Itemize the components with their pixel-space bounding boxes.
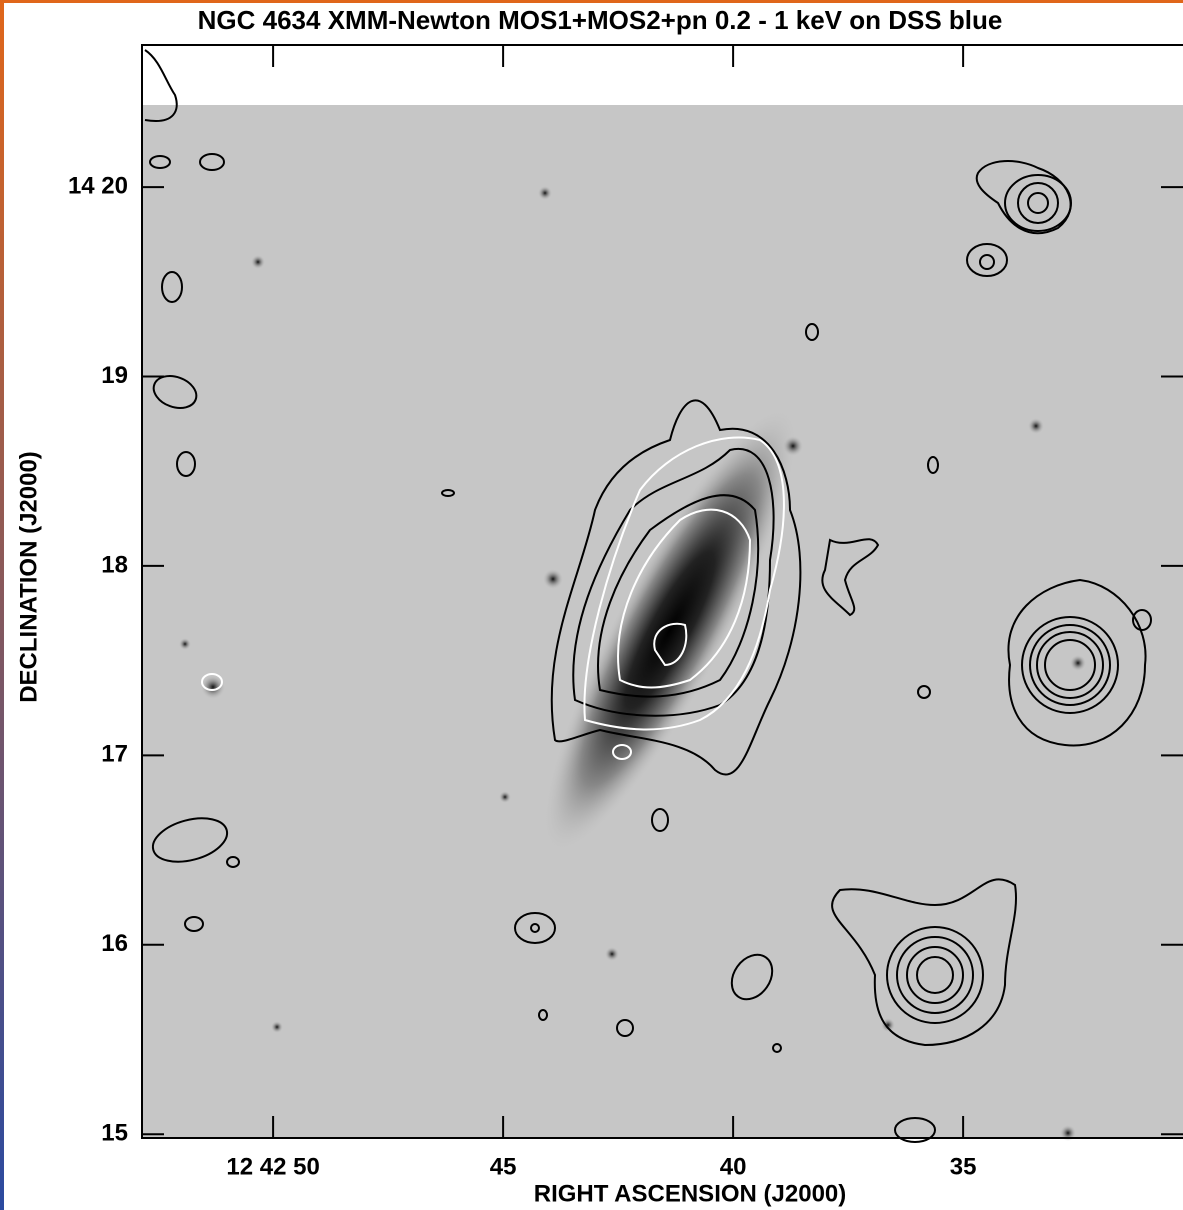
y-tick-label: 18 — [101, 551, 128, 578]
y-tick-label: 16 — [101, 930, 128, 957]
x-tick-label: 35 — [950, 1153, 977, 1180]
y-tick-label: 19 — [101, 362, 128, 389]
x-axis-label: RIGHT ASCENSION (J2000) — [534, 1180, 847, 1207]
contours — [144, 49, 1152, 1143]
frame-left — [0, 0, 4, 1210]
y-tick-label: 14 20 — [68, 172, 128, 199]
frame-top — [0, 0, 1183, 3]
chart-title: NGC 4634 XMM-Newton MOS1+MOS2+pn 0.2 - 1… — [198, 5, 1003, 35]
plot-frame — [141, 44, 1183, 1139]
y-axis-label: DECLINATION (J2000) — [15, 451, 42, 703]
y-tick-label: 17 — [101, 741, 128, 768]
x-tick-label: 45 — [490, 1153, 517, 1180]
image — [142, 105, 1183, 1141]
y-tick-label: 15 — [101, 1120, 128, 1147]
x-tick-label: 40 — [720, 1153, 747, 1180]
x-tick-label: 12 42 50 — [226, 1153, 319, 1180]
